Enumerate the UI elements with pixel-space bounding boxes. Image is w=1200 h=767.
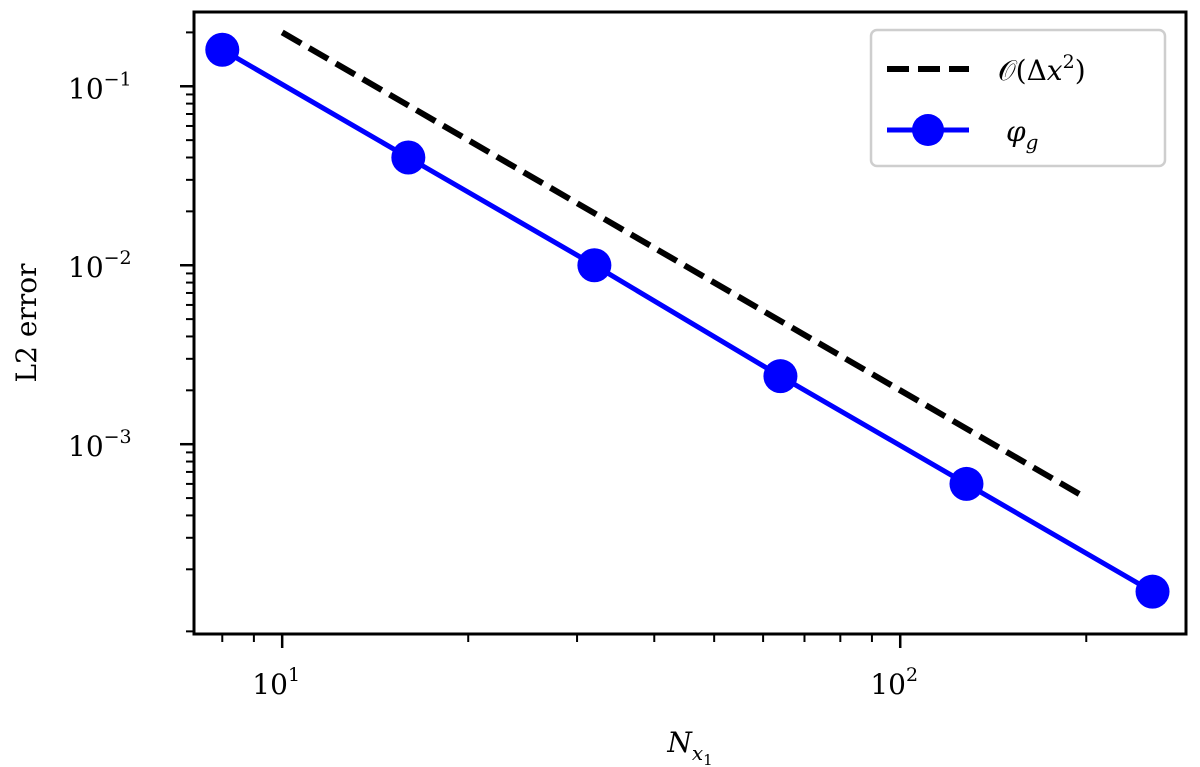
legend-marker-base: φ — [1006, 115, 1026, 148]
x-tick-label: 101 — [252, 664, 300, 701]
x-tick-label-base: 10 — [252, 668, 288, 701]
legend-dashed-label: 𝒪(Δx2) — [998, 51, 1086, 87]
y-tick-label-base: 10 — [68, 251, 104, 284]
plot-frame — [192, 10, 1188, 636]
legend-dashed-prefix: 𝒪(Δ — [998, 54, 1047, 87]
x-tick-label-base: 10 — [870, 668, 906, 701]
legend-dashed-suffix: ) — [1075, 54, 1086, 87]
series-data-line — [221, 47, 1154, 594]
x-major-ticks: 101 102 — [252, 634, 918, 701]
x-tick-label-exp: 2 — [906, 664, 918, 686]
legend-dashed-var: x — [1047, 54, 1063, 87]
x-axis-title-sub: x — [692, 741, 703, 765]
data-point — [949, 466, 984, 501]
x-tick-label: 102 — [870, 664, 918, 701]
legend-dashed-exp: 2 — [1063, 51, 1075, 73]
y-axis-title: L2 error — [10, 263, 43, 383]
x-axis-title-subsub: 1 — [703, 751, 713, 767]
data-point — [577, 248, 612, 283]
y-tick-label: 10−1 — [68, 68, 132, 105]
series-layer — [205, 29, 1170, 609]
x-axis-title: Nx1 — [666, 726, 712, 767]
y-major-ticks: 10−110−210−3 — [68, 68, 194, 463]
y-tick-label-exp: −2 — [104, 247, 132, 269]
y-tick-label-exp: −3 — [104, 426, 132, 448]
legend-marker-label: φg — [1006, 115, 1038, 154]
x-tick-label-exp: 1 — [288, 664, 300, 686]
data-point — [763, 359, 798, 394]
y-tick-label: 10−2 — [68, 247, 132, 284]
y-tick-label-base: 10 — [68, 72, 104, 105]
data-point — [205, 32, 240, 67]
data-point — [391, 140, 426, 175]
y-tick-label: 10−3 — [68, 426, 132, 463]
legend: 𝒪(Δx2) φg — [869, 28, 1167, 168]
y-tick-label-exp: −1 — [104, 68, 132, 90]
data-point — [1135, 574, 1170, 609]
x-axis-title-base: N — [666, 726, 693, 759]
legend-marker-swatch-dot — [912, 114, 944, 146]
legend-marker-sub: g — [1026, 130, 1039, 154]
y-tick-label-base: 10 — [68, 430, 104, 463]
